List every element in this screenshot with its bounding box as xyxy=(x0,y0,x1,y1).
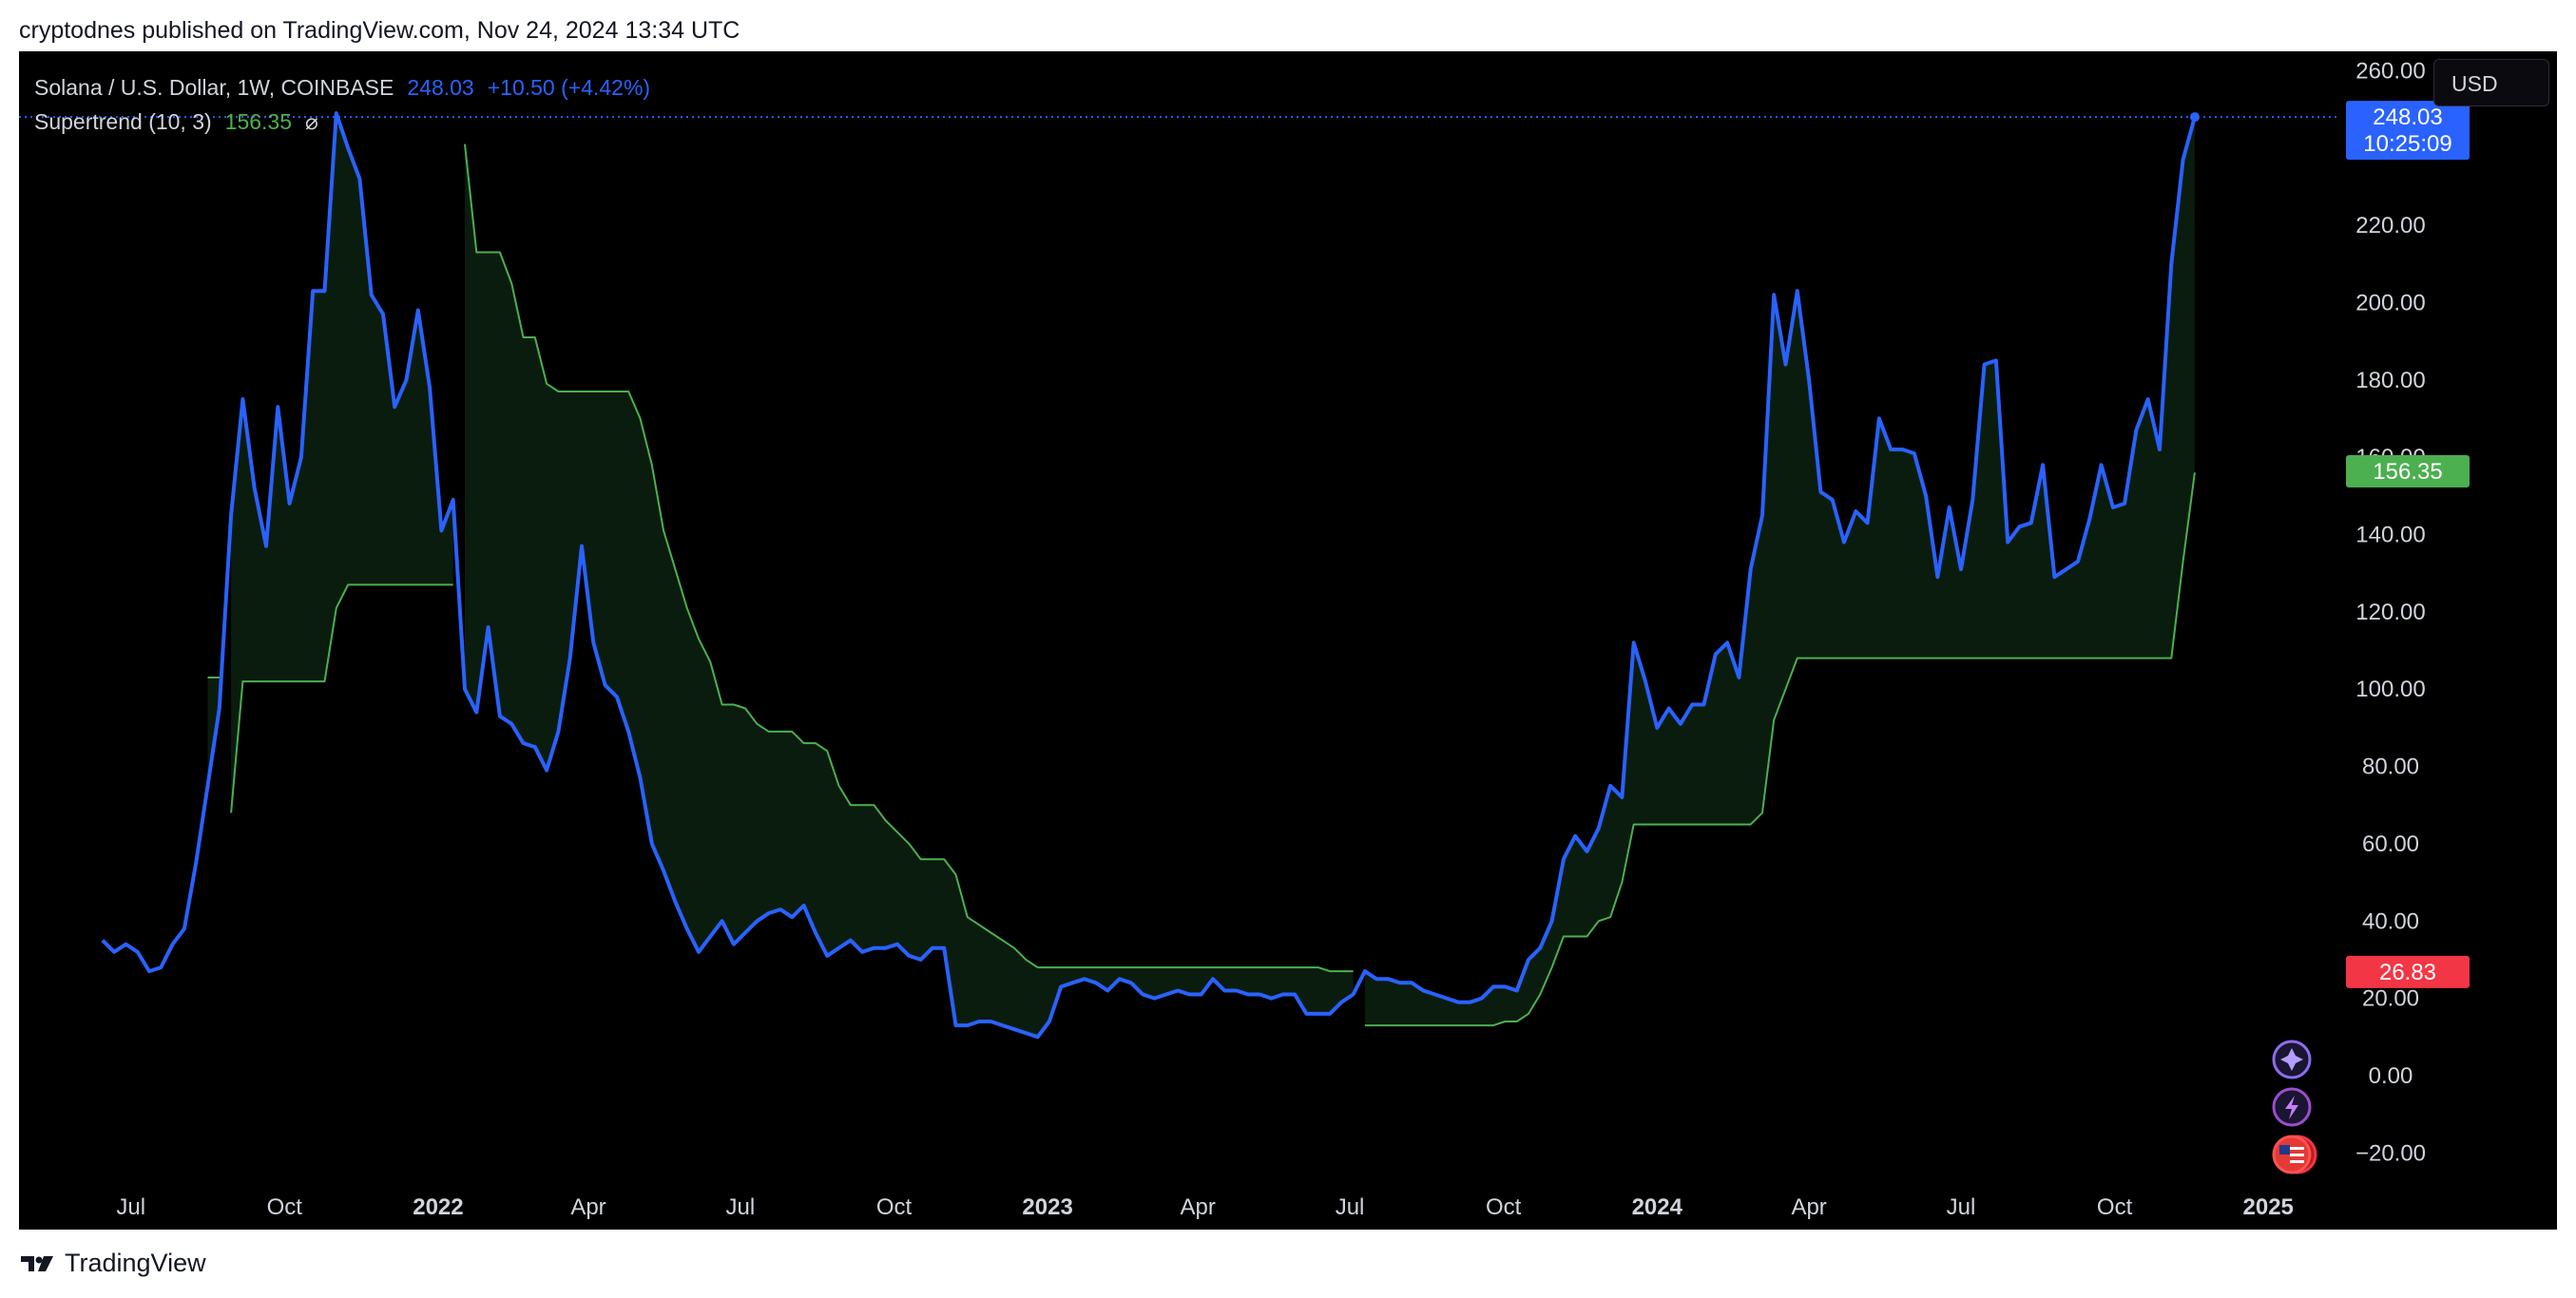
legend-indicator-value: 156.35 xyxy=(224,108,293,134)
last-price-dot xyxy=(2189,112,2200,123)
x-tick-label: Jul xyxy=(1947,1194,1976,1220)
x-tick-label: Oct xyxy=(2097,1194,2133,1220)
x-tick-label: 2023 xyxy=(1022,1194,1072,1220)
y-tick-label: 80.00 xyxy=(2362,754,2419,780)
x-tick-label: Apr xyxy=(1791,1194,1826,1220)
legend-price: 248.03 xyxy=(407,74,474,100)
us-flag-stripe xyxy=(2290,1160,2304,1163)
tradingview-logo-icon xyxy=(21,1255,53,1271)
supertrend-fill-3 xyxy=(465,143,1354,1038)
x-tick-label: Apr xyxy=(1181,1194,1216,1220)
supertrend-down-label-text: 26.83 xyxy=(2379,960,2436,985)
legend-indicator: Supertrend (10, 3) xyxy=(34,108,212,134)
supertrend-line-3 xyxy=(464,143,1354,973)
y-tick-label: 20.00 xyxy=(2362,986,2419,1012)
us-flag-stripe xyxy=(2290,1147,2304,1150)
y-tick-label: 100.00 xyxy=(2355,677,2425,702)
chart-area[interactable]: −20.00 0.00 20.00 40.00 60.00 80.00 100.00 120.… xyxy=(19,51,2557,1230)
publisher-line: cryptodnes published on TradingView.com,… xyxy=(19,17,740,44)
event-icons xyxy=(2272,1040,2317,1174)
us-flag-canton xyxy=(2279,1145,2290,1155)
y-axis: −20.00 0.00 20.00 40.00 60.00 80.00 100.00 120.… xyxy=(2355,58,2426,1166)
y-tick-label: 180.00 xyxy=(2355,368,2425,393)
x-tick-label: 2025 xyxy=(2243,1194,2294,1220)
price-label-text: 248.03 xyxy=(2373,105,2442,130)
x-tick-label: Jul xyxy=(726,1194,756,1220)
price-line xyxy=(101,111,2197,1040)
price-label-text: 10:25:09 xyxy=(2363,131,2451,157)
legend-symbol: Solana / U.S. Dollar, 1W, COINBASE xyxy=(34,74,394,100)
footer-brand[interactable]: TradingView xyxy=(19,1249,206,1278)
chart-legend: Solana / U.S. Dollar, 1W, COINBASE 248.0… xyxy=(34,70,650,139)
chart-svg[interactable]: −20.00 0.00 20.00 40.00 60.00 80.00 100.00 120.… xyxy=(19,51,2557,1230)
y-tick-label: 140.00 xyxy=(2355,522,2425,547)
y-tick-label: −20.00 xyxy=(2355,1140,2426,1166)
x-tick-label: 2024 xyxy=(1632,1194,1683,1220)
x-axis: Jul Oct 2022 Apr Jul Oct 2023 Apr Jul Oct 2024 Apr J… xyxy=(116,1194,2294,1220)
us-flag-stripe xyxy=(2290,1154,2304,1156)
x-tick-label: Apr xyxy=(570,1194,606,1220)
y-tick-label: 120.00 xyxy=(2355,600,2425,625)
legend-indicator-flag: ⌀ xyxy=(305,108,318,134)
y-tick-label: 0.00 xyxy=(2369,1063,2413,1089)
lightning-shape xyxy=(2285,1096,2298,1119)
x-tick-label: Oct xyxy=(267,1194,303,1220)
y-tick-label: 200.00 xyxy=(2355,290,2425,315)
supertrend-line-4 xyxy=(1364,472,2196,1027)
y-tick-label: 40.00 xyxy=(2362,908,2419,934)
x-tick-label: Jul xyxy=(116,1194,145,1220)
supertrend-up-label-bg xyxy=(2346,454,2470,487)
sparkle-shape xyxy=(2280,1048,2303,1071)
x-tick-label: Oct xyxy=(876,1194,913,1220)
price-label-bg xyxy=(2346,101,2470,161)
currency-button[interactable]: USD xyxy=(2433,59,2549,106)
x-tick-label: Oct xyxy=(1486,1194,1522,1220)
y-tick-label: 60.00 xyxy=(2362,831,2419,857)
brand-name: TradingView xyxy=(65,1249,206,1277)
legend-symbol-row[interactable]: Solana / U.S. Dollar, 1W, COINBASE 248.0… xyxy=(34,70,650,105)
supertrend-fill-4 xyxy=(1364,117,2195,1026)
legend-indicator-row[interactable]: Supertrend (10, 3) 156.35 ⌀ xyxy=(34,105,650,139)
y-tick-label: 260.00 xyxy=(2355,58,2425,84)
supertrend-up-label-text: 156.35 xyxy=(2373,459,2442,485)
supertrend-fills xyxy=(207,113,2195,1038)
supertrend-down-label-bg xyxy=(2346,955,2470,988)
supertrend-fill-1 xyxy=(231,113,453,813)
supertrend-line-1 xyxy=(230,583,453,813)
legend-change: +10.50 (+4.42%) xyxy=(487,74,651,100)
series-lines xyxy=(19,111,2338,1040)
y-tick-label: 220.00 xyxy=(2355,213,2425,239)
x-tick-label: Jul xyxy=(1336,1194,1365,1220)
x-tick-label: 2022 xyxy=(413,1194,463,1220)
